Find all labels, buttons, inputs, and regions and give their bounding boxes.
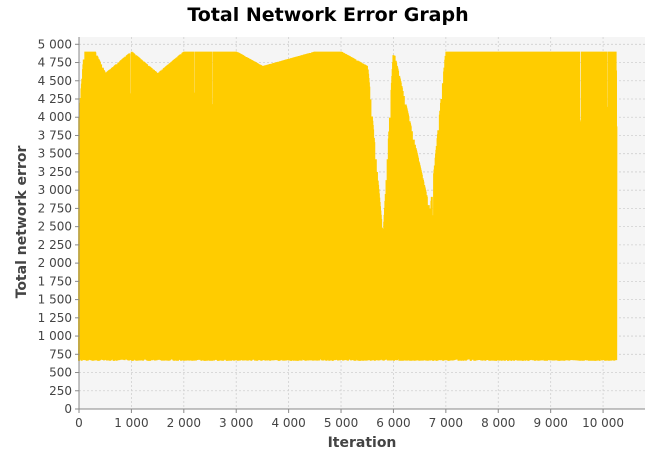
y-tick-label: 0 xyxy=(64,402,72,416)
x-tick-label: 0 xyxy=(75,416,83,430)
y-tick-label: 1 000 xyxy=(38,329,72,343)
y-axis-label: Total network error xyxy=(14,146,30,299)
x-axis-ticks: 0 1 000 2 000 3 000 4 000 5 000 6 000 7 000 8 00… xyxy=(75,409,624,430)
x-tick-label: 5 000 xyxy=(324,416,358,430)
y-tick-label: 2 750 xyxy=(38,201,72,215)
x-axis-label: Iteration xyxy=(328,435,397,451)
y-tick-label: 750 xyxy=(49,347,72,361)
x-tick-label: 2 000 xyxy=(167,416,201,430)
series-error xyxy=(78,51,618,361)
y-tick-label: 4 000 xyxy=(38,110,72,124)
y-tick-label: 2 000 xyxy=(38,256,72,270)
y-tick-label: 3 750 xyxy=(38,128,72,142)
y-tick-label: 1 500 xyxy=(38,293,72,307)
x-tick-label: 7 000 xyxy=(429,416,463,430)
y-tick-label: 4 500 xyxy=(38,74,72,88)
y-tick-label: 1 750 xyxy=(38,274,72,288)
x-tick-label: 4 000 xyxy=(271,416,305,430)
y-tick-label: 4 750 xyxy=(38,56,72,70)
y-tick-label: 3 250 xyxy=(38,165,72,179)
y-tick-label: 250 xyxy=(49,384,72,398)
x-tick-label: 10 000 xyxy=(582,416,624,430)
y-tick-label: 1 250 xyxy=(38,311,72,325)
y-tick-label: 3 000 xyxy=(38,183,72,197)
y-tick-label: 5 000 xyxy=(38,37,72,51)
x-tick-label: 6 000 xyxy=(376,416,410,430)
y-tick-label: 3 500 xyxy=(38,147,72,161)
y-tick-label: 2 500 xyxy=(38,220,72,234)
series-line xyxy=(78,51,618,361)
x-tick-label: 3 000 xyxy=(219,416,253,430)
y-tick-label: 4 250 xyxy=(38,92,72,106)
y-axis-ticks: 0 250 500 750 1 000 1 250 1 500 1 750 2 000 2 250… xyxy=(38,37,79,416)
x-tick-label: 8 000 xyxy=(481,416,515,430)
chart-title: Total Network Error Graph xyxy=(187,4,468,26)
y-tick-label: 500 xyxy=(49,366,72,380)
y-tick-label: 2 250 xyxy=(38,238,72,252)
x-tick-label: 9 000 xyxy=(533,416,567,430)
x-tick-label: 1 000 xyxy=(114,416,148,430)
